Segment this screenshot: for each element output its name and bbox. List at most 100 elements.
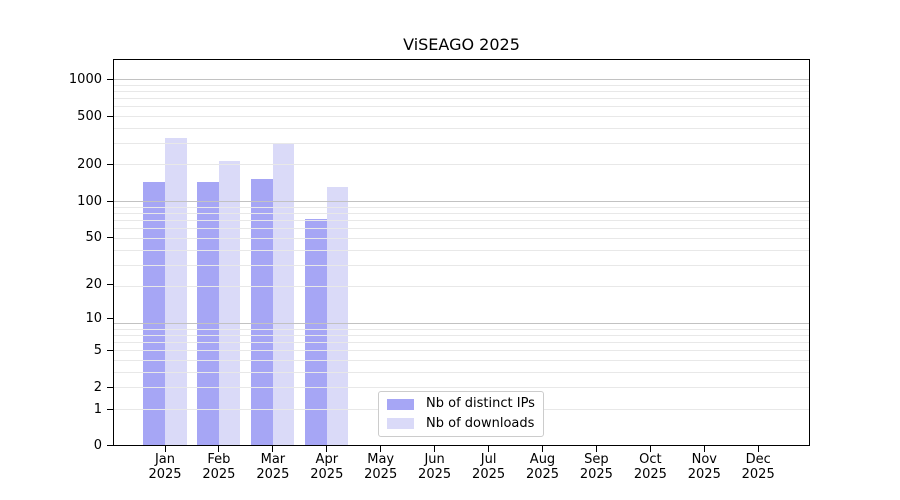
x-axis-tick-mark bbox=[326, 446, 328, 452]
gridline-major bbox=[114, 79, 809, 80]
y-axis-tick-label: 10 bbox=[85, 311, 102, 327]
gridline-minor bbox=[114, 90, 809, 92]
x-tick-month: Dec bbox=[745, 452, 771, 467]
y-axis-tick-mark bbox=[107, 387, 113, 388]
y-axis-tick-label: 5 bbox=[93, 343, 102, 359]
bar-distinct-ips-feb bbox=[197, 181, 219, 445]
x-tick-month: Aug bbox=[529, 452, 556, 467]
x-axis-tick-mark bbox=[434, 446, 436, 452]
y-axis-tick-label: 500 bbox=[77, 108, 102, 124]
gridline-minor bbox=[114, 328, 809, 330]
bar-distinct-ips-apr bbox=[305, 219, 327, 445]
x-axis-tick-label-sep: Sep 2025 bbox=[568, 452, 624, 482]
x-tick-month: Apr bbox=[315, 452, 339, 467]
x-tick-year: 2025 bbox=[202, 467, 236, 482]
y-axis-tick-mark bbox=[107, 78, 113, 80]
gridline-minor bbox=[114, 84, 809, 86]
gridline-minor bbox=[114, 371, 809, 373]
y-axis-tick-label: 0 bbox=[93, 438, 102, 454]
x-tick-month: Mar bbox=[260, 452, 286, 467]
legend-label-distinct-ips: Nb of distinct IPs bbox=[426, 396, 535, 412]
bar-downloads-apr bbox=[326, 186, 349, 445]
gridline-minor bbox=[114, 220, 809, 221]
y-axis-tick-mark bbox=[107, 283, 113, 285]
x-tick-month: Feb bbox=[207, 452, 231, 467]
x-tick-year: 2025 bbox=[310, 467, 344, 482]
x-axis-tick-label-aug: Aug 2025 bbox=[515, 452, 571, 482]
y-axis-tick-mark bbox=[107, 164, 113, 166]
x-axis-tick-mark bbox=[218, 446, 220, 452]
y-axis-tick-label: 200 bbox=[77, 157, 102, 173]
x-tick-month: Nov bbox=[691, 452, 717, 467]
y-axis-tick-mark bbox=[107, 408, 113, 410]
gridline-minor bbox=[114, 228, 809, 230]
gridline-minor bbox=[114, 127, 809, 129]
gridline-minor bbox=[114, 360, 809, 361]
y-axis-tick-label: 2 bbox=[93, 380, 102, 395]
gridline-minor bbox=[114, 286, 809, 288]
x-axis-tick-mark bbox=[488, 446, 490, 452]
bar-downloads-feb bbox=[218, 160, 241, 445]
y-axis-tick-label: 20 bbox=[85, 276, 102, 292]
y-axis-tick-label: 1000 bbox=[68, 71, 102, 87]
x-axis-tick-mark bbox=[164, 446, 166, 452]
bar-downloads-mar bbox=[272, 143, 295, 445]
y-axis-tick-mark bbox=[107, 200, 113, 202]
y-axis-tick-mark bbox=[107, 115, 113, 117]
x-tick-month: Jul bbox=[480, 452, 497, 467]
gridline-minor bbox=[114, 249, 809, 251]
x-tick-year: 2025 bbox=[687, 467, 721, 482]
gridline-minor bbox=[114, 335, 809, 336]
x-axis-tick-label-jan: Jan 2025 bbox=[137, 452, 193, 482]
x-axis-tick-label-oct: Oct 2025 bbox=[622, 452, 678, 482]
x-axis-tick-mark bbox=[380, 446, 382, 452]
y-axis-tick-label: 100 bbox=[77, 193, 102, 209]
gridline-minor bbox=[114, 342, 809, 344]
x-axis-tick-label-jul: Jul 2025 bbox=[461, 452, 517, 482]
y-axis-tick-mark bbox=[107, 445, 113, 447]
x-tick-year: 2025 bbox=[525, 467, 560, 482]
legend-label-downloads: Nb of downloads bbox=[426, 415, 535, 431]
x-tick-month: Sep bbox=[584, 452, 609, 467]
gridline-minor bbox=[114, 97, 809, 99]
bar-distinct-ips-jan bbox=[143, 181, 165, 445]
x-tick-year: 2025 bbox=[418, 467, 452, 482]
x-tick-year: 2025 bbox=[256, 467, 290, 482]
gridline-minor bbox=[114, 264, 809, 266]
x-tick-month: Jun bbox=[424, 452, 445, 467]
x-tick-month: May bbox=[367, 452, 395, 467]
gridline-major bbox=[114, 323, 809, 325]
x-axis-tick-label-may: May 2025 bbox=[353, 452, 409, 482]
legend: Nb of distinct IPs Nb of downloads bbox=[378, 391, 544, 437]
x-axis-tick-label-jun: Jun 2025 bbox=[407, 452, 463, 482]
bar-downloads-jan bbox=[165, 138, 187, 445]
x-axis-tick-label-dec: Dec 2025 bbox=[730, 452, 786, 482]
gridline-minor bbox=[114, 164, 809, 166]
y-axis-tick-mark bbox=[107, 350, 113, 352]
x-axis-tick-label-feb: Feb 2025 bbox=[191, 452, 247, 482]
x-axis-tick-mark bbox=[272, 446, 274, 452]
gridline-minor bbox=[114, 212, 809, 214]
legend-swatch-downloads bbox=[387, 418, 414, 430]
gridline-minor bbox=[114, 106, 809, 108]
x-tick-year: 2025 bbox=[633, 467, 667, 482]
bars-layer bbox=[114, 60, 809, 445]
x-axis-tick-mark bbox=[757, 446, 759, 452]
y-axis-tick-mark bbox=[107, 318, 113, 320]
legend-swatch-distinct-ips bbox=[387, 398, 414, 410]
y-axis-tick-label: 50 bbox=[85, 229, 102, 245]
gridline-major bbox=[114, 201, 809, 203]
grid-layer bbox=[114, 60, 809, 445]
x-axis-tick-label-mar: Mar 2025 bbox=[245, 452, 301, 482]
x-tick-year: 2025 bbox=[364, 467, 398, 482]
gridline-minor bbox=[114, 115, 809, 117]
gridline-minor bbox=[114, 350, 809, 352]
x-axis-tick-label-nov: Nov 2025 bbox=[676, 452, 732, 482]
x-tick-year: 2025 bbox=[741, 467, 775, 482]
y-axis-tick-mark bbox=[107, 236, 113, 238]
x-tick-year: 2025 bbox=[472, 467, 506, 482]
legend-item-distinct-ips: Nb of distinct IPs bbox=[379, 397, 543, 411]
gridline-minor bbox=[114, 142, 809, 144]
y-axis-tick-label: 1 bbox=[93, 401, 102, 417]
